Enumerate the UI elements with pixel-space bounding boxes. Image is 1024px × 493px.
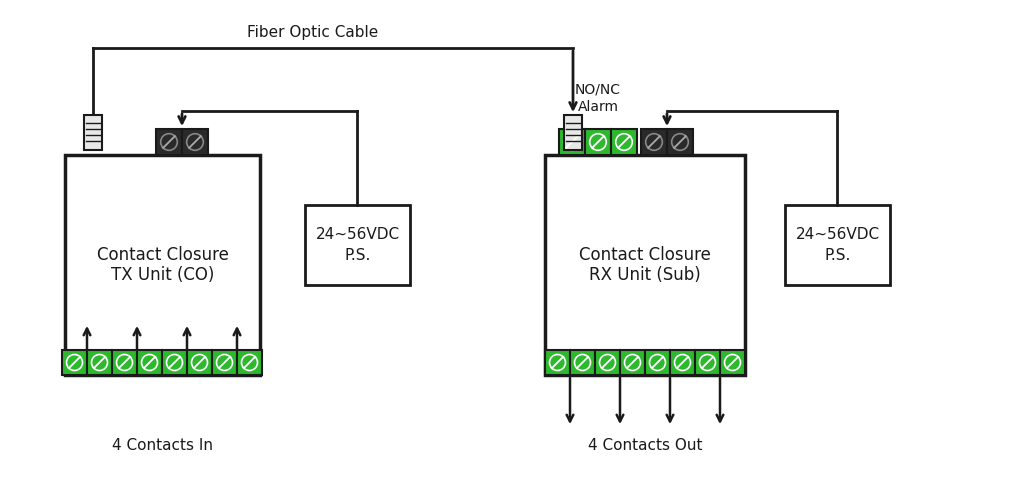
Circle shape <box>725 354 740 371</box>
Bar <box>585 129 611 155</box>
Bar <box>570 350 595 375</box>
Text: NO/NC
Alarm: NO/NC Alarm <box>575 83 621 114</box>
Text: TX Unit (CO): TX Unit (CO) <box>111 266 214 284</box>
Bar <box>187 350 212 375</box>
Bar <box>564 115 582 150</box>
Bar <box>162 350 187 375</box>
Bar <box>720 350 745 375</box>
Circle shape <box>625 354 640 371</box>
Circle shape <box>141 354 158 371</box>
Bar <box>65 155 260 375</box>
Bar <box>645 350 670 375</box>
Bar <box>212 350 237 375</box>
Bar <box>84 115 102 150</box>
Bar <box>620 350 645 375</box>
Bar <box>87 350 112 375</box>
Text: 24~56VDC
P.S.: 24~56VDC P.S. <box>796 227 880 263</box>
Text: Fiber Optic Cable: Fiber Optic Cable <box>248 25 379 40</box>
Bar <box>182 129 208 155</box>
Bar <box>545 350 570 375</box>
Bar <box>237 350 262 375</box>
Circle shape <box>615 134 633 150</box>
Circle shape <box>672 134 688 150</box>
Bar <box>641 129 667 155</box>
Bar <box>112 350 137 375</box>
Circle shape <box>117 354 132 371</box>
Bar <box>559 129 585 155</box>
Bar <box>595 350 620 375</box>
Bar <box>695 350 720 375</box>
Text: 4 Contacts Out: 4 Contacts Out <box>588 437 702 453</box>
Circle shape <box>242 354 257 371</box>
Bar <box>156 129 182 155</box>
Circle shape <box>599 354 615 371</box>
Circle shape <box>191 354 208 371</box>
Circle shape <box>574 354 591 371</box>
Circle shape <box>649 354 666 371</box>
Circle shape <box>563 134 581 150</box>
Bar <box>305 205 410 285</box>
Bar <box>62 350 87 375</box>
Circle shape <box>91 354 108 371</box>
Text: Contact Closure: Contact Closure <box>96 246 228 264</box>
Circle shape <box>186 134 204 150</box>
Bar <box>611 129 637 155</box>
Circle shape <box>550 354 565 371</box>
Text: Contact Closure: Contact Closure <box>579 246 711 264</box>
Circle shape <box>646 134 663 150</box>
Circle shape <box>161 134 177 150</box>
Circle shape <box>590 134 606 150</box>
Bar <box>667 129 693 155</box>
Text: 24~56VDC
P.S.: 24~56VDC P.S. <box>315 227 399 263</box>
Bar <box>785 205 890 285</box>
Text: RX Unit (Sub): RX Unit (Sub) <box>589 266 700 284</box>
Circle shape <box>675 354 690 371</box>
Bar <box>137 350 162 375</box>
Circle shape <box>699 354 716 371</box>
Bar <box>670 350 695 375</box>
Bar <box>545 155 745 375</box>
Circle shape <box>67 354 83 371</box>
Circle shape <box>216 354 232 371</box>
Circle shape <box>167 354 182 371</box>
Text: 4 Contacts In: 4 Contacts In <box>112 437 213 453</box>
